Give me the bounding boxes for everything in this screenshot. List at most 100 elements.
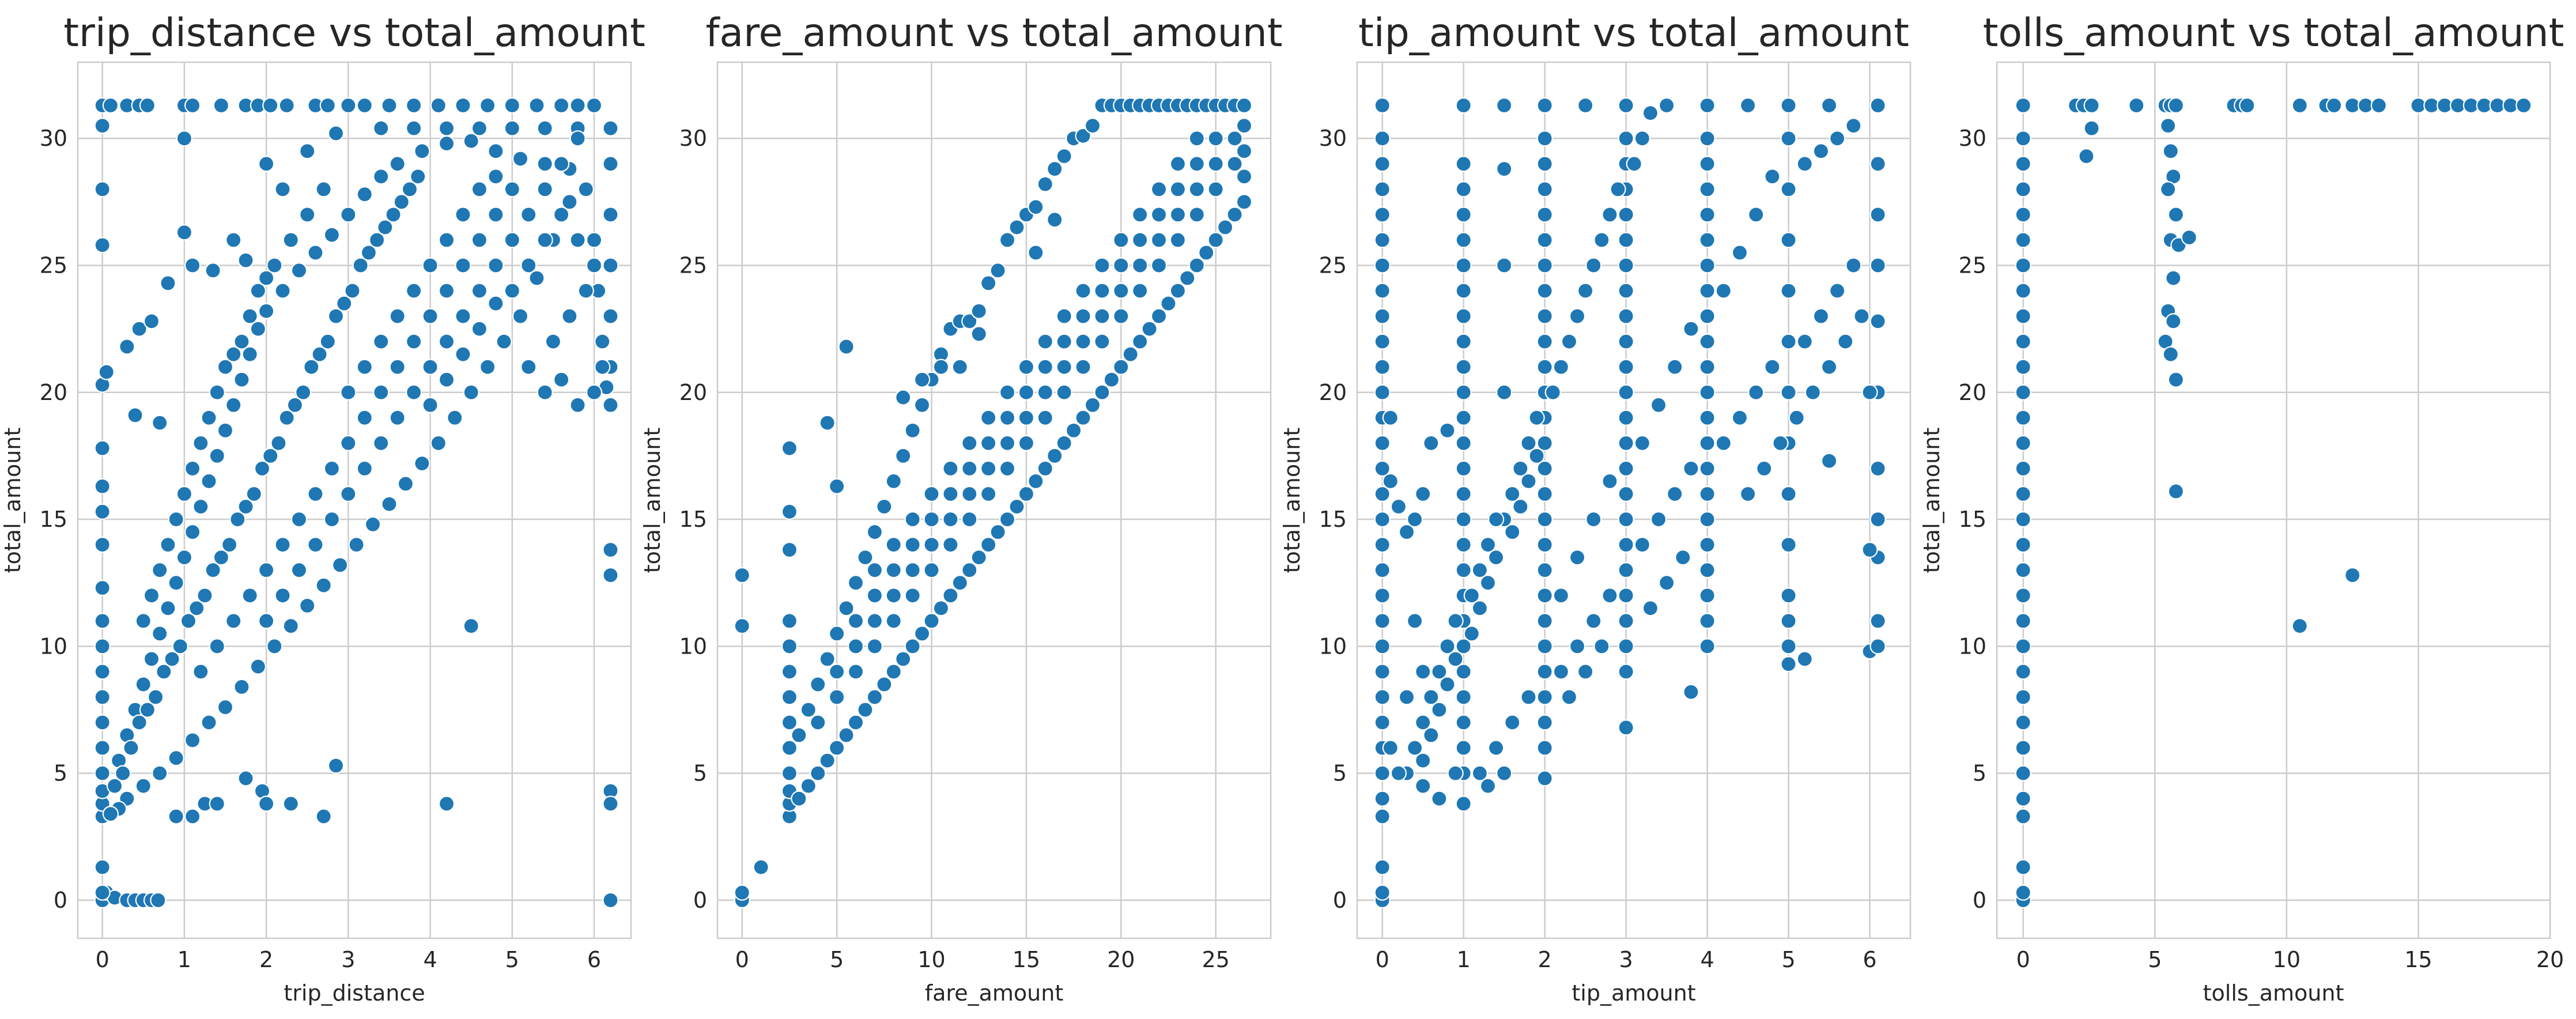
data-point <box>1406 739 1423 756</box>
data-point <box>1667 485 1683 503</box>
data-point <box>2015 384 2031 401</box>
x-tick-label: 20 <box>1107 947 1135 972</box>
data-point <box>569 397 586 413</box>
data-point <box>94 884 111 901</box>
data-point <box>188 600 205 617</box>
data-point <box>1536 257 1553 274</box>
data-point <box>156 663 172 680</box>
data-point <box>160 275 176 292</box>
data-point <box>123 739 139 756</box>
data-point <box>1398 523 1415 541</box>
data-point <box>1065 422 1082 439</box>
data-point <box>1188 206 1205 223</box>
axes-frame <box>1996 61 2551 939</box>
data-point <box>866 638 883 655</box>
data-point <box>1132 282 1149 299</box>
data-point <box>602 308 619 324</box>
data-point <box>1094 257 1111 274</box>
data-point <box>94 859 111 875</box>
data-point <box>961 485 978 503</box>
data-point <box>1618 537 1634 553</box>
y-tick-label: 0 <box>693 888 707 913</box>
data-point <box>1398 689 1415 705</box>
data-point <box>1487 549 1505 566</box>
data-point <box>282 617 299 635</box>
data-point <box>904 562 921 579</box>
data-point <box>94 503 111 520</box>
data-point <box>274 587 291 604</box>
data-point <box>1018 485 1034 503</box>
data-point <box>1236 97 1253 114</box>
data-point <box>250 282 266 299</box>
data-point <box>1496 97 1513 114</box>
y-tick-label: 10 <box>40 633 67 659</box>
data-point <box>970 303 987 319</box>
data-point <box>1764 358 1781 375</box>
data-point <box>1141 320 1158 337</box>
data-point <box>290 562 308 579</box>
data-point <box>1699 130 1716 147</box>
data-point <box>192 663 209 680</box>
data-point <box>150 892 167 909</box>
data-point <box>923 485 940 503</box>
data-point <box>504 282 520 299</box>
data-point <box>1374 130 1391 147</box>
data-point <box>290 511 308 528</box>
data-point <box>1780 333 1797 350</box>
data-point <box>1553 587 1569 604</box>
data-point <box>781 765 798 782</box>
data-point <box>168 575 184 591</box>
data-point <box>1047 447 1063 464</box>
data-point <box>1226 130 1243 147</box>
data-point <box>406 120 422 137</box>
data-point <box>1431 790 1448 807</box>
data-point <box>932 600 950 617</box>
data-point <box>217 422 234 439</box>
y-tick-label: 0 <box>54 888 67 913</box>
data-point <box>1796 156 1813 172</box>
data-point <box>266 638 283 655</box>
y-tick-label: 30 <box>679 126 707 151</box>
data-point <box>1455 206 1472 223</box>
data-point <box>1796 333 1813 350</box>
data-point <box>1869 313 1886 330</box>
x-tick-label: 6 <box>587 947 601 972</box>
data-point <box>307 537 324 553</box>
data-point <box>1150 206 1168 223</box>
data-point <box>2015 587 2031 604</box>
data-point <box>829 625 845 642</box>
data-point <box>1226 206 1243 223</box>
data-point <box>2015 884 2031 901</box>
data-point <box>389 409 406 426</box>
data-point <box>258 795 275 812</box>
data-point <box>800 778 817 794</box>
data-point <box>1439 422 1456 439</box>
data-point <box>241 346 258 363</box>
data-point <box>1642 600 1659 617</box>
data-point <box>1569 638 1586 655</box>
data-point <box>577 282 594 299</box>
x-tick-label: 10 <box>2273 947 2301 972</box>
data-point <box>1374 460 1391 477</box>
data-point <box>1439 676 1456 693</box>
data-point <box>258 156 275 172</box>
data-point <box>1577 663 1594 680</box>
data-point <box>323 227 340 243</box>
data-point <box>102 97 119 114</box>
data-point <box>168 808 184 825</box>
data-point <box>127 407 143 424</box>
data-point <box>148 689 164 705</box>
data-point <box>1455 460 1472 477</box>
data-point <box>1113 282 1130 299</box>
data-point <box>923 511 940 528</box>
data-point <box>2160 181 2177 198</box>
data-point <box>250 658 266 675</box>
data-point <box>438 795 455 812</box>
data-point <box>569 130 586 147</box>
data-point <box>1169 156 1187 172</box>
data-point <box>1056 358 1072 375</box>
y-axis-label: total_amount <box>0 428 25 573</box>
data-point <box>172 638 188 655</box>
data-point <box>2015 358 2031 375</box>
data-point <box>753 859 769 875</box>
